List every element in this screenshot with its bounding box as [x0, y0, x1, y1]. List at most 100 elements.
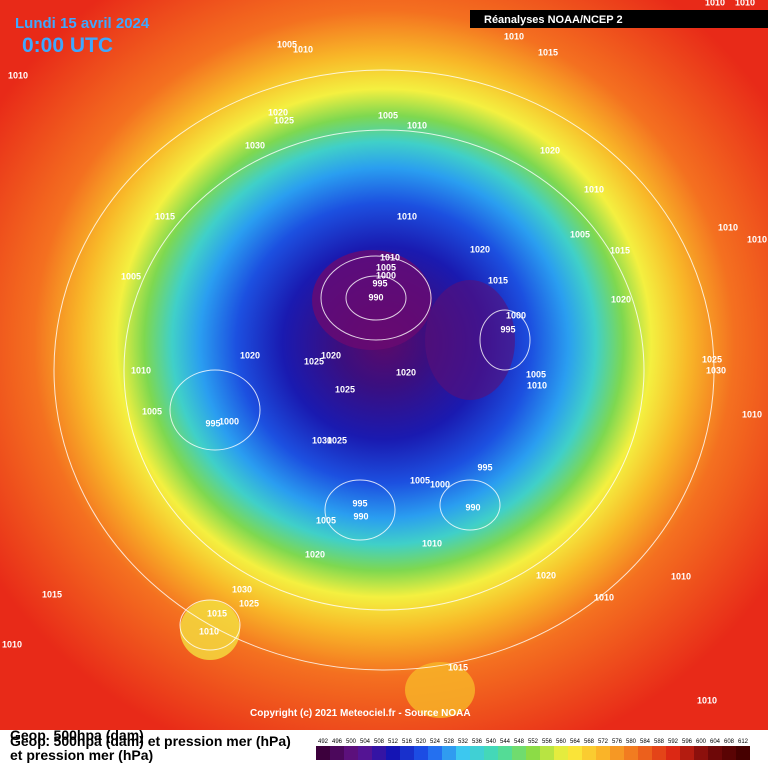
- isobar-label: 1015: [42, 589, 62, 599]
- colorbar-cell: [666, 746, 680, 760]
- isobar-label: 1010: [407, 120, 427, 130]
- isobar-label: 1010: [735, 0, 755, 7]
- isobar-label: 1015: [448, 662, 468, 672]
- colorbar-cell: [652, 746, 666, 760]
- date: Lundi 15 avril 2024: [15, 15, 150, 32]
- colorbar-cell: [386, 746, 400, 760]
- isobar-label: 1005: [526, 369, 546, 379]
- colorbar-cell: [624, 746, 638, 760]
- isobar-label: 1010: [527, 380, 547, 390]
- isobar-label: 995: [500, 324, 515, 334]
- isobar-label: 990: [368, 292, 383, 302]
- isobar-label: 1015: [155, 211, 175, 221]
- isobar-label: 1025: [327, 435, 347, 445]
- isobar-label: 1030: [232, 584, 252, 594]
- colorbar-label: 540: [486, 739, 497, 745]
- isobar-label: 1025: [335, 384, 355, 394]
- colorbar-cell: [638, 746, 652, 760]
- isobar-label: 1025: [304, 356, 324, 366]
- colorbar-label: 520: [416, 739, 427, 745]
- colorbar-label: 516: [402, 739, 413, 745]
- colorbar-cell: [582, 746, 596, 760]
- isobar-label: 1010: [697, 695, 717, 705]
- high-center: [405, 662, 475, 718]
- isobar-label: 1020: [240, 350, 260, 360]
- colorbar-cell: [414, 746, 428, 760]
- isobar-label: 1010: [742, 409, 762, 419]
- isobar-label: 995: [205, 418, 220, 428]
- isobar-label: 1020: [396, 367, 416, 377]
- isobar-label: 1020: [470, 244, 490, 254]
- isobar-label: 1000: [430, 479, 450, 489]
- copyright: Copyright (c) 2021 Meteociel.fr - Source…: [250, 708, 471, 719]
- colorbar-label: 588: [654, 739, 665, 745]
- isobar-label: 1010: [718, 222, 738, 232]
- isobar-label: 1030: [312, 435, 332, 445]
- isobar-label: 1010: [705, 0, 725, 7]
- colorbar-label: 544: [500, 739, 511, 745]
- isobar-label: 1005: [316, 515, 336, 525]
- low-center: [425, 280, 515, 400]
- time: 0:00 UTC: [22, 34, 113, 57]
- colorbar-label: 504: [360, 739, 371, 745]
- colorbar-label: 612: [738, 739, 749, 745]
- isobar-label: 1015: [207, 608, 227, 618]
- isobar-label: 1020: [611, 294, 631, 304]
- isobar-label: 1010: [584, 184, 604, 194]
- isobar-label: 1005: [142, 406, 162, 416]
- isobar-label: 990: [353, 511, 368, 521]
- legend-title: Geop. 500hpa (dam): [10, 727, 144, 743]
- isobar-label: 1005: [378, 110, 398, 120]
- legend-title: Geop. 500hpa (dam) et pression mer (hPa): [10, 733, 291, 749]
- isobar-label: 1000: [376, 270, 396, 280]
- colorbar-label: 600: [696, 739, 707, 745]
- colorbar-label: 512: [388, 739, 399, 745]
- isobar-label: 1020: [321, 350, 341, 360]
- source-box: [470, 10, 768, 28]
- isobar-label: 995: [352, 498, 367, 508]
- colorbar-cell: [442, 746, 456, 760]
- colorbar-cell: [540, 746, 554, 760]
- colorbar-cell: [526, 746, 540, 760]
- source: Réanalyses NOAA/NCEP 2: [484, 14, 623, 26]
- isobar-label: 995: [372, 278, 387, 288]
- colorbar-label: 548: [514, 739, 525, 745]
- colorbar-cell: [736, 746, 750, 760]
- colorbar-label: 552: [528, 739, 539, 745]
- colorbar-cell: [722, 746, 736, 760]
- low-center: [312, 250, 432, 350]
- isobar-label: 1020: [268, 107, 288, 117]
- colorbar-label: 508: [374, 739, 385, 745]
- colorbar-label: 500: [346, 739, 357, 745]
- colorbar-label: 576: [612, 739, 623, 745]
- high-center: [180, 600, 240, 660]
- isobar-label: 1010: [293, 44, 313, 54]
- isobar-label: 1005: [570, 229, 590, 239]
- colorbar-cell: [372, 746, 386, 760]
- colorbar-cell: [358, 746, 372, 760]
- isobar-label: 990: [465, 502, 480, 512]
- isobar-label: 1020: [305, 549, 325, 559]
- isobar-label: 1010: [671, 571, 691, 581]
- colorbar-label: 532: [458, 739, 469, 745]
- colorbar-cell: [568, 746, 582, 760]
- colorbar-cell: [680, 746, 694, 760]
- colorbar-cell: [316, 746, 330, 760]
- colorbar-cell: [694, 746, 708, 760]
- colorbar-label: 604: [710, 739, 721, 745]
- colorbar-cell: [484, 746, 498, 760]
- colorbar-cell: [344, 746, 358, 760]
- isobar-label: 1010: [131, 365, 151, 375]
- isobar-label: 1010: [199, 626, 219, 636]
- isobar-label: 1015: [538, 47, 558, 57]
- isobar-label: 1010: [397, 211, 417, 221]
- colorbar-label: 608: [724, 739, 735, 745]
- colorbar-cell: [596, 746, 610, 760]
- isobar-label: 1010: [594, 592, 614, 602]
- colorbar-cell: [498, 746, 512, 760]
- isobar-label: 1005: [121, 271, 141, 281]
- isobars: [53, 69, 715, 671]
- isobar-label: 1005: [277, 39, 297, 49]
